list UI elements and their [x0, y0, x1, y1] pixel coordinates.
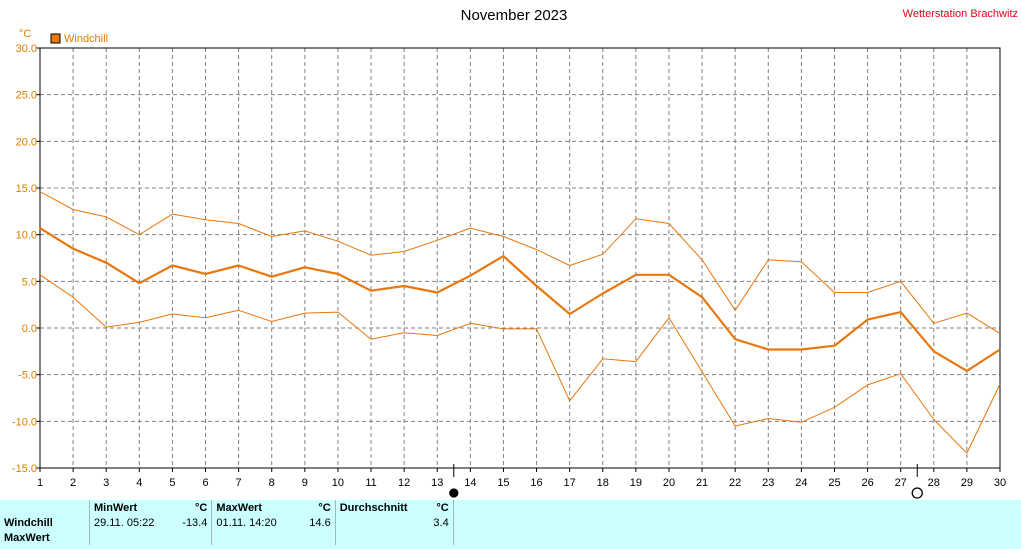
x-tick-label: 12 — [398, 477, 410, 489]
min-header: MinWert — [89, 500, 159, 515]
avg-unit: °C — [436, 501, 449, 514]
new-moon-icon — [449, 488, 459, 498]
y-tick-label: 20.0 — [16, 136, 37, 148]
blank-cell — [452, 530, 462, 545]
x-tick-label: 10 — [332, 477, 344, 489]
full-moon-icon — [911, 487, 923, 499]
max-time: 01.11. 14:20 — [211, 515, 281, 530]
x-tick-label: 15 — [497, 477, 509, 489]
x-tick-label: 26 — [861, 477, 873, 489]
y-tick-label: 0.0 — [22, 323, 37, 335]
y-tick-label: -15.0 — [12, 463, 37, 475]
statistics-panel: MinWert °C MaxWert °C Durchschnitt °C Wi… — [0, 500, 1021, 549]
statistics-table: MinWert °C MaxWert °C Durchschnitt °C Wi… — [0, 500, 462, 545]
x-tick-label: 5 — [169, 477, 175, 489]
legend-label: Windchill — [64, 33, 108, 45]
windchill-min-line — [39, 274, 1001, 454]
y-tick-label: 10.0 — [16, 230, 37, 242]
axes — [36, 47, 1001, 472]
blank-cell — [89, 530, 159, 545]
max-value: 14.6 — [309, 516, 331, 529]
x-tick-label: 18 — [597, 477, 609, 489]
y-tick-label: 30.0 — [16, 43, 37, 55]
x-tick-label: 4 — [136, 477, 142, 489]
blank-cell — [334, 530, 422, 545]
y-tick-label: 5.0 — [22, 276, 37, 288]
max-unit: °C — [318, 501, 331, 514]
statistics-row-windchill: Windchill 29.11. 05:22 -13.4 01.11. 14:2… — [0, 515, 462, 530]
plot-frame — [39, 47, 1001, 469]
x-tick-label: 22 — [729, 477, 741, 489]
windchill-avg-line — [39, 227, 1001, 372]
y-tick-labels: 30.0 25.0 20.0 15.0 10.0 5.0 0.0 -5.0 -10.0 -15.0 — [12, 43, 37, 475]
x-tick-label: 20 — [663, 477, 675, 489]
x-tick-label: 9 — [302, 477, 308, 489]
chart-title: November 2023 — [461, 7, 568, 24]
y-tick-label: 15.0 — [16, 183, 37, 195]
blank-cell — [452, 500, 462, 515]
x-tick-label: 3 — [103, 477, 109, 489]
min-value: -13.4 — [182, 516, 208, 529]
y-tick-label: 25.0 — [16, 90, 37, 102]
x-tick-label: 29 — [961, 477, 973, 489]
windchill-chart: November 2023 Wetterstation Brachwitz °C… — [12, 7, 1018, 499]
min-time: 29.11. 05:22 — [89, 515, 159, 530]
y-tick-label: -10.0 — [12, 416, 37, 428]
avg-blank — [334, 515, 422, 530]
windchill-max-line — [39, 191, 1001, 335]
x-tick-label: 24 — [795, 477, 807, 489]
avg-value: 3.4 — [433, 516, 449, 529]
x-tick-label: 23 — [762, 477, 774, 489]
blank-cell — [0, 500, 90, 515]
min-unit: °C — [195, 501, 208, 514]
y-axis-unit: °C — [19, 28, 31, 40]
x-tick-label: 19 — [630, 477, 642, 489]
grid-lines — [40, 48, 1000, 468]
blank-cell — [281, 530, 336, 545]
data-series — [39, 191, 1001, 454]
x-tick-labels: 1 2 3 4 5 6 7 8 9 10 11 12 13 14 15 16 17 18 19 20 21 22 23 24 2… — [37, 477, 1006, 489]
x-tick-label: 13 — [431, 477, 443, 489]
x-tick-label: 27 — [895, 477, 907, 489]
x-tick-label: 25 — [828, 477, 840, 489]
legend-swatch — [50, 33, 61, 44]
y-tick-label: -5.0 — [18, 370, 37, 382]
max-header: MaxWert — [211, 500, 281, 515]
blank-cell — [211, 530, 281, 545]
x-tick-label: 21 — [696, 477, 708, 489]
blank-cell — [422, 530, 454, 545]
statistics-row-maxwert: MaxWert — [0, 530, 462, 545]
x-tick-label: 14 — [464, 477, 476, 489]
row-label: MaxWert — [4, 531, 50, 544]
x-tick-label: 2 — [70, 477, 76, 489]
x-tick-label: 28 — [928, 477, 940, 489]
x-tick-label: 1 — [37, 477, 43, 489]
blank-cell — [452, 515, 462, 530]
row-label: Windchill — [4, 516, 53, 529]
x-tick-label: 16 — [530, 477, 542, 489]
moon-phase-markers — [449, 464, 923, 499]
x-tick-label: 8 — [269, 477, 275, 489]
x-tick-label: 30 — [994, 477, 1006, 489]
statistics-header-row: MinWert °C MaxWert °C Durchschnitt °C — [0, 500, 462, 515]
x-tick-label: 11 — [365, 477, 376, 489]
station-name: Wetterstation Brachwitz — [903, 8, 1018, 20]
blank-cell — [158, 530, 212, 545]
avg-header: Durchschnitt — [334, 500, 422, 515]
x-tick-label: 17 — [564, 477, 576, 489]
x-tick-label: 6 — [202, 477, 208, 489]
x-tick-label: 7 — [236, 477, 242, 489]
